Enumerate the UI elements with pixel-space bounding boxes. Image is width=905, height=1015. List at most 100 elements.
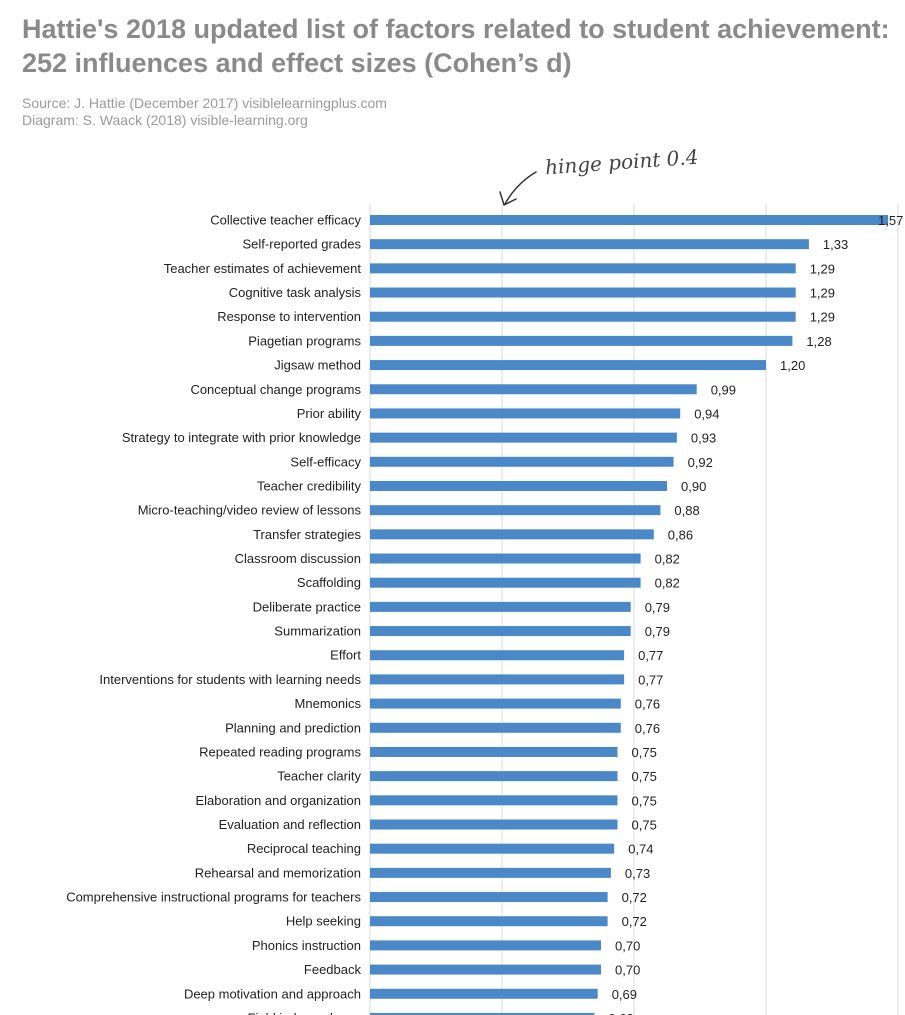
value-label-25: 0,75	[632, 818, 657, 833]
category-label-12: Micro-teaching/video review of lessons	[138, 503, 362, 518]
bar-24	[370, 795, 618, 806]
bar-0	[370, 215, 889, 225]
category-label-21: Planning and prediction	[225, 720, 361, 735]
value-label-6: 1,20	[780, 358, 805, 373]
bar-29	[370, 916, 608, 927]
bar-28	[370, 892, 608, 903]
value-label-16: 0,79	[645, 600, 670, 615]
category-label-9: Strategy to integrate with prior knowled…	[122, 430, 361, 445]
bar-17	[370, 626, 631, 637]
bar-18	[370, 650, 625, 661]
bar-15	[370, 577, 641, 588]
category-label-17: Summarization	[274, 624, 361, 639]
value-label-33: 0,68	[608, 1011, 633, 1015]
bar-32	[370, 988, 598, 999]
category-label-30: Phonics instruction	[252, 938, 361, 953]
bar-14	[370, 553, 641, 564]
value-label-15: 0,82	[655, 576, 680, 591]
category-label-31: Feedback	[304, 962, 362, 977]
bars	[370, 215, 889, 1015]
value-label-20: 0,76	[635, 697, 660, 712]
value-label-29: 0,72	[622, 914, 647, 929]
value-label-0: 1,57	[878, 213, 903, 228]
category-label-13: Transfer strategies	[253, 527, 361, 542]
bar-6	[370, 360, 766, 371]
category-label-0: Collective teacher efficacy	[210, 213, 361, 228]
value-label-3: 1,29	[810, 286, 835, 301]
category-label-8: Prior ability	[297, 406, 362, 421]
hinge-point-arrow	[499, 171, 537, 206]
category-label-19: Interventions for students with learning…	[99, 672, 361, 687]
value-label-28: 0,72	[622, 890, 647, 905]
value-label-11: 0,90	[681, 479, 706, 494]
value-label-13: 0,86	[668, 527, 693, 542]
value-label-4: 1,29	[810, 310, 835, 325]
chart-source: Source: J. Hattie (December 2017) visibl…	[22, 95, 387, 129]
value-label-32: 0,69	[612, 987, 637, 1002]
category-label-29: Help seeking	[286, 914, 361, 929]
category-label-5: Piagetian programs	[248, 333, 361, 348]
bar-11	[370, 480, 667, 491]
value-label-23: 0,75	[632, 769, 657, 784]
value-label-5: 1,28	[806, 334, 831, 349]
bar-10	[370, 456, 674, 467]
category-label-33: Field independence	[248, 1010, 361, 1015]
category-label-25: Evaluation and reflection	[219, 817, 361, 832]
category-label-18: Effort	[330, 648, 361, 663]
bar-33	[370, 1012, 595, 1015]
value-label-17: 0,79	[645, 624, 670, 639]
category-label-20: Mnemonics	[295, 696, 362, 711]
bar-16	[370, 601, 631, 612]
category-label-2: Teacher estimates of achievement	[164, 261, 362, 276]
category-label-15: Scaffolding	[297, 575, 361, 590]
value-label-7: 0,99	[711, 382, 736, 397]
bar-25	[370, 819, 618, 830]
bar-22	[370, 746, 618, 757]
value-label-18: 0,77	[638, 648, 663, 663]
bar-26	[370, 843, 615, 854]
bar-31	[370, 964, 601, 975]
diagram-credit-line: Diagram: S. Waack (2018) visible-learnin…	[22, 112, 308, 128]
bar-30	[370, 940, 601, 951]
value-label-26: 0,74	[628, 842, 653, 857]
value-label-24: 0,75	[632, 793, 657, 808]
bar-4	[370, 311, 796, 322]
bar-27	[370, 867, 611, 878]
category-label-27: Rehearsal and memorization	[195, 865, 361, 880]
value-label-12: 0,88	[674, 503, 699, 518]
bar-20	[370, 698, 621, 709]
chart-title: Hattie's 2018 updated list of factors re…	[22, 14, 890, 78]
category-label-4: Response to intervention	[217, 309, 361, 324]
value-label-27: 0,73	[625, 866, 650, 881]
bar-3	[370, 287, 796, 298]
category-label-6: Jigsaw method	[274, 358, 361, 373]
bar-8	[370, 408, 681, 419]
bar-12	[370, 505, 661, 516]
category-label-32: Deep motivation and approach	[184, 986, 361, 1001]
bar-5	[370, 335, 793, 346]
value-label-30: 0,70	[615, 938, 640, 953]
category-label-10: Self-efficacy	[290, 454, 361, 469]
bar-2	[370, 263, 796, 274]
category-label-23: Teacher clarity	[277, 769, 361, 784]
category-label-28: Comprehensive instructional programs for…	[66, 890, 361, 905]
value-label-22: 0,75	[632, 745, 657, 760]
value-label-21: 0,76	[635, 721, 660, 736]
category-label-1: Self-reported grades	[242, 237, 361, 252]
bar-7	[370, 384, 697, 395]
bar-23	[370, 771, 618, 782]
bar-21	[370, 722, 621, 733]
bar-13	[370, 529, 654, 540]
bar-1	[370, 239, 809, 250]
category-label-22: Repeated reading programs	[199, 744, 361, 759]
bar-9	[370, 432, 677, 443]
category-label-11: Teacher credibility	[257, 478, 362, 493]
category-label-14: Classroom discussion	[235, 551, 361, 566]
hinge-arrow-head	[499, 191, 517, 206]
value-labels: 1,57 1,33 1,29 1,29 1,29 1,281,20 0,99 0,94 0,93…	[608, 213, 903, 1015]
value-label-1: 1,33	[823, 237, 848, 252]
value-label-10: 0,92	[688, 455, 713, 470]
hinge-arrow-shaft	[504, 171, 537, 205]
value-label-14: 0,82	[655, 552, 680, 567]
